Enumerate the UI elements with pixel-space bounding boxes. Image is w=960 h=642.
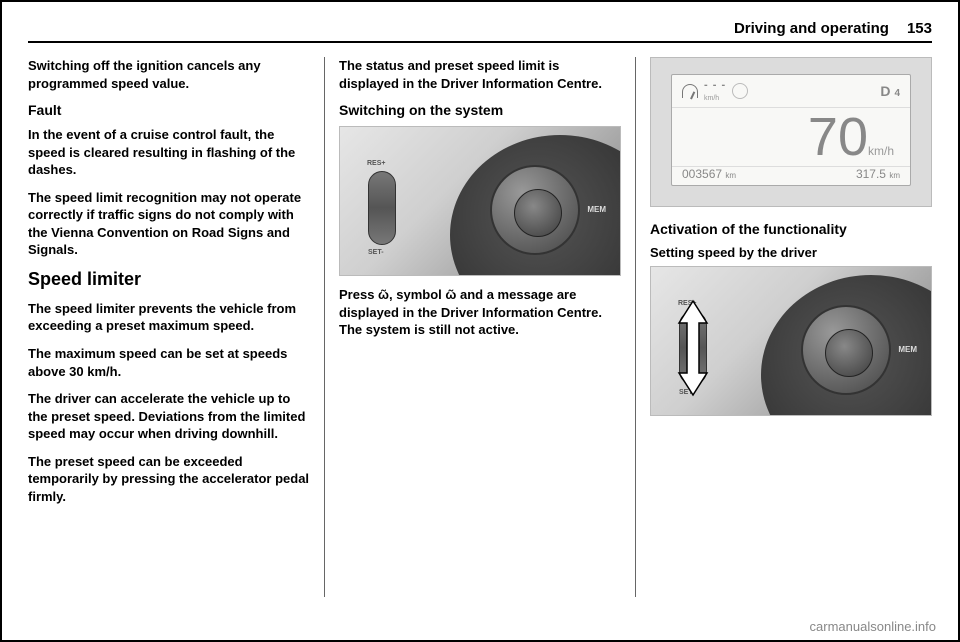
subheading-setting-speed: Setting speed by the driver [650,245,932,260]
heading-speed-limiter: Speed limiter [28,269,310,290]
res-set-rocker-icon [368,171,396,245]
speed-unit: km/h [868,144,894,158]
display-top-row: - - - km/h D 4 [672,75,910,108]
body-text: The maximum speed can be set at speeds a… [28,345,310,380]
trip-value: 317.5 [856,167,886,181]
header-section: Driving and operating [734,20,889,37]
heading-activation: Activation of the functionality [650,221,932,237]
text-frag: Press [339,287,378,302]
mem-label: MEM [898,345,917,354]
odometer-value: 003567 [682,167,722,181]
control-dial-icon [490,165,580,255]
footer-watermark: carmanualsonline.info [810,619,936,634]
display-bottom-row: 003567 km 317.5 km [672,166,910,185]
page-header: Driving and operating 153 [28,20,932,43]
gear-indicator: D 4 [880,83,900,99]
steering-controls-image: MEM [339,126,621,276]
body-text: Press ῶ, symbol ῶ and a message are disp… [339,286,621,339]
preset-speed-dashes: - - - [704,79,726,91]
mem-label: MEM [587,205,606,214]
body-text: The driver can accelerate the vehicle up… [28,390,310,443]
column-1: Switching off the ignition cancels any p… [28,57,325,597]
heading-fault: Fault [28,102,310,118]
display-speed: 70km/h [672,108,910,164]
heading-switching-on: Switching on the system [339,102,621,118]
content-columns: Switching off the ignition cancels any p… [28,57,932,597]
driver-info-display-image: - - - km/h D 4 70km/h [650,57,932,207]
steering-controls-image-arrows: MEM [650,266,932,416]
column-2: The status and preset speed limit is dis… [325,57,636,597]
trip-unit: km [889,171,900,180]
body-text: Switching off the ignition cancels any p… [28,57,310,92]
limiter-symbol-icon: ῶ [378,287,389,302]
body-text: The preset speed can be exceeded tempora… [28,453,310,506]
kmh-unit-small: km/h [704,95,719,102]
control-dial-icon [801,305,891,395]
body-text: In the event of a cruise control fault, … [28,126,310,179]
speed-value: 70 [808,107,868,167]
circle-icon [732,83,748,99]
page-number: 153 [907,20,932,37]
text-frag: , symbol [389,287,445,302]
body-text: The status and preset speed limit is dis… [339,57,621,92]
gear-letter: D [880,83,890,99]
res-set-rocker-icon [679,311,707,385]
limiter-symbol-icon: ῶ [445,287,456,302]
odometer-unit: km [725,171,736,180]
gear-number: 4 [894,88,900,99]
display-screen: - - - km/h D 4 70km/h [671,74,911,186]
body-text: The speed limit recognition may not oper… [28,189,310,259]
column-3: - - - km/h D 4 70km/h [636,57,932,597]
speedometer-icon [682,84,698,98]
body-text: The speed limiter prevents the vehicle f… [28,300,310,335]
